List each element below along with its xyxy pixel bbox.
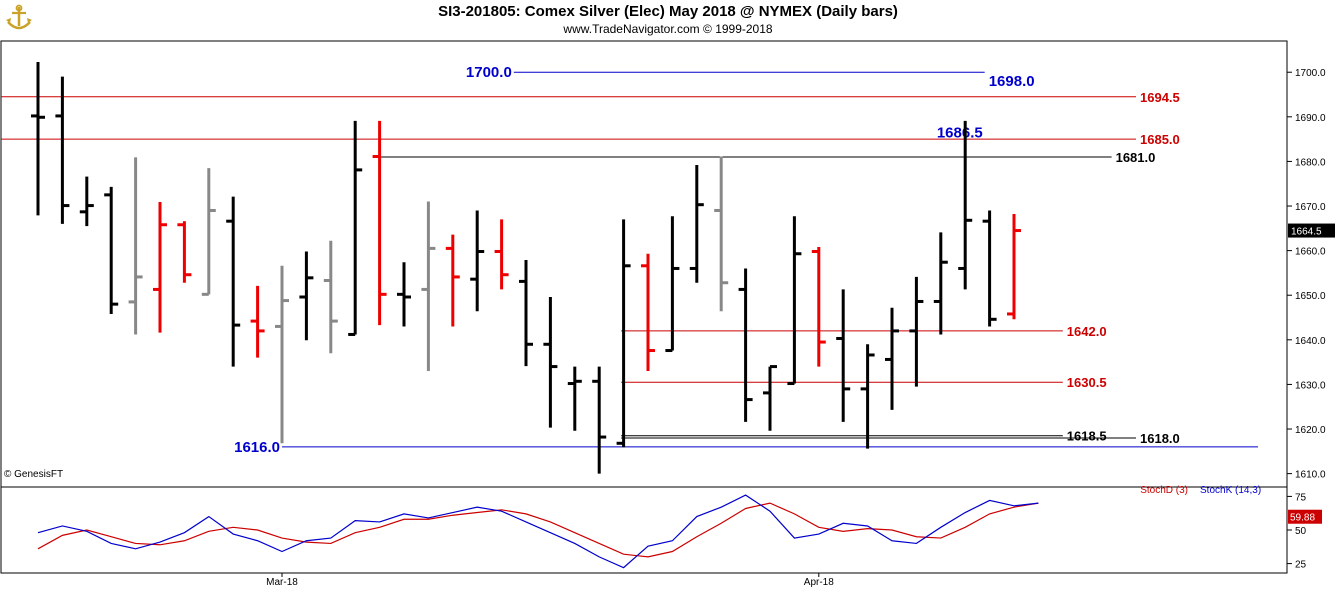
indicator-tick-label: 75 [1295,492,1307,503]
level-label: 1630.5 [1067,375,1107,390]
date-tick-label: Mar-18 [266,577,298,588]
chart-subtitle: www.TradeNavigator.com © 1999-2018 [563,22,773,36]
price-tick-label: 1680.0 [1295,157,1326,168]
indicator-tick-label: 50 [1295,526,1307,537]
price-tick-label: 1610.0 [1295,470,1326,481]
price-tick-label: 1660.0 [1295,247,1326,258]
price-pane-frame [0,40,1288,488]
indicator-axis: 25 50 75 StochD (3) StochK (14,3) [1140,485,1306,571]
level-label: 1618.0 [1140,431,1180,446]
level-label: 1698.0 [989,73,1035,90]
price-tick-label: 1700.0 [1295,68,1326,79]
support-resistance-levels: 1700.0 1698.0 1694.5 1686.5 1685.0 1681.0 1642… [1,64,1258,456]
price-axis: 1610.0 1620.0 1630.0 1640.0 1650.0 1660.0 1670… [1287,68,1326,481]
last-price-marker [1288,223,1335,238]
date-axis: Mar-18 Apr-18 [266,573,834,588]
price-tick-label: 1640.0 [1295,336,1326,347]
level-label: 1681.0 [1116,150,1156,165]
level-label: 1642.0 [1067,324,1107,339]
indicator-tick-label: 25 [1295,560,1307,571]
level-label: 1694.5 [1140,90,1180,105]
copyright-text: © GenesisFT [4,469,64,480]
date-tick-label: Apr-18 [804,577,834,588]
price-tick-label: 1620.0 [1295,425,1326,436]
ohlc-bars [31,61,1021,474]
legend-stochk: StochK (14,3) [1200,485,1261,496]
level-label: 1685.0 [1140,132,1180,147]
level-label: 1700.0 [466,64,512,81]
level-label: 1616.0 [234,439,280,456]
chart-title: SI3-201805: Comex Silver (Elec) May 2018… [438,3,898,20]
last-value-markers: 1664.5 59.88 [1288,223,1335,524]
stoch-series-line [37,494,1039,569]
price-tick-label: 1650.0 [1295,291,1326,302]
last-price-label: 1664.5 [1291,227,1322,238]
level-label: 1686.5 [937,124,983,141]
level-label: 1618.5 [1067,429,1107,444]
indicator-pane-frame [0,486,1288,574]
stochastic-lines [37,494,1039,569]
last-indicator-label: 59.88 [1290,513,1315,524]
price-tick-label: 1670.0 [1295,202,1326,213]
anchor-logo-icon [6,4,32,30]
legend-stochd: StochD (3) [1140,485,1188,496]
price-tick-label: 1630.0 [1295,380,1326,391]
last-indicator-marker [1288,509,1322,524]
price-tick-label: 1690.0 [1295,113,1326,124]
